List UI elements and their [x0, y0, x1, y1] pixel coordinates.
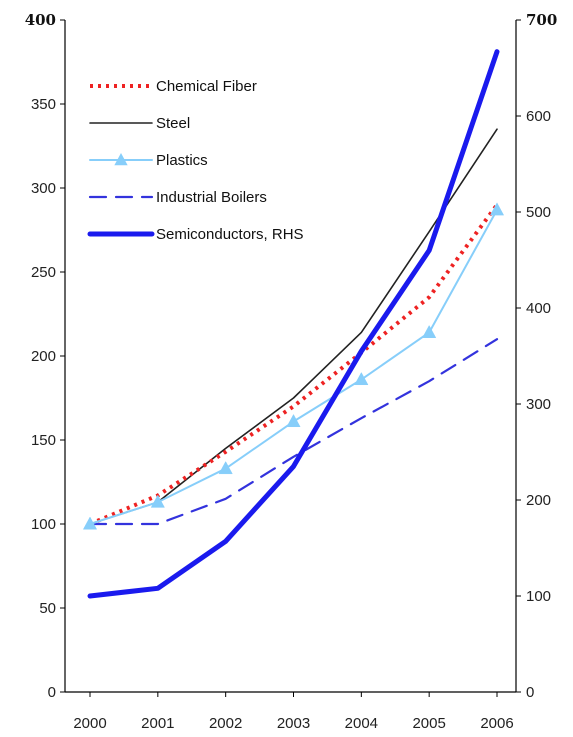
- left-tick-label: 250: [31, 264, 56, 281]
- left-y-axis: 0 50 100 150 200 250 300 350 400: [25, 11, 66, 701]
- left-tick-label: 100: [31, 516, 56, 533]
- x-tick-label: 2003: [277, 715, 310, 732]
- x-tick-label: 2002: [209, 715, 242, 732]
- left-tick-label: 50: [39, 600, 56, 617]
- left-tick-label: 150: [31, 432, 56, 449]
- left-tick-label: 350: [31, 96, 56, 113]
- x-tick-label: 2005: [412, 715, 445, 732]
- x-axis: 2000 2001 2002 2003 2004 2005 2006: [65, 691, 516, 732]
- legend-label-industrial-boilers: Industrial Boilers: [156, 189, 267, 206]
- left-tick-label: 400: [25, 11, 56, 29]
- x-tick-label: 2001: [141, 715, 174, 732]
- left-tick-label: 300: [31, 180, 56, 197]
- right-tick-label: 200: [526, 492, 551, 509]
- right-y-axis: 0 100 200 300 400 500 600 700: [515, 11, 557, 701]
- right-tick-label: 600: [526, 108, 551, 125]
- right-tick-label: 500: [526, 204, 551, 221]
- right-tick-label: 100: [526, 588, 551, 605]
- left-tick-label: 200: [31, 348, 56, 365]
- series-line-industrial-boilers: [88, 338, 499, 526]
- right-tick-label: 400: [526, 300, 551, 317]
- legend-marker-plastics: [114, 153, 128, 166]
- right-tick-label: 700: [526, 11, 557, 29]
- legend-label-chemical-fiber: Chemical Fiber: [156, 78, 257, 95]
- legend-label-steel: Steel: [156, 115, 190, 132]
- left-tick-label: 0: [48, 684, 56, 701]
- series-line-plastics: [89, 208, 498, 525]
- legend: Chemical Fiber Steel Plastics Industrial Bo…: [87, 78, 304, 243]
- plastics-point-marker: [150, 494, 165, 508]
- series-layer: [82, 49, 505, 599]
- plastics-point-marker: [82, 516, 98, 530]
- right-tick-label: 300: [526, 396, 551, 413]
- series-line-chemical-fiber: [89, 203, 499, 526]
- x-tick-label: 2006: [480, 715, 513, 732]
- plastics-point-marker: [286, 413, 301, 428]
- plastics-point-marker: [354, 371, 369, 386]
- right-tick-label: 0: [526, 684, 534, 701]
- plastics-point-marker: [489, 202, 505, 216]
- plastics-point-marker: [422, 324, 437, 338]
- x-tick-label: 2000: [73, 715, 106, 732]
- legend-label-semiconductors-rhs: Semiconductors, RHS: [156, 226, 304, 243]
- x-tick-label: 2004: [345, 715, 378, 732]
- plastics-point-marker: [218, 461, 233, 475]
- legend-label-plastics: Plastics: [156, 152, 208, 169]
- series-line-semiconductors-rhs: [87, 49, 500, 599]
